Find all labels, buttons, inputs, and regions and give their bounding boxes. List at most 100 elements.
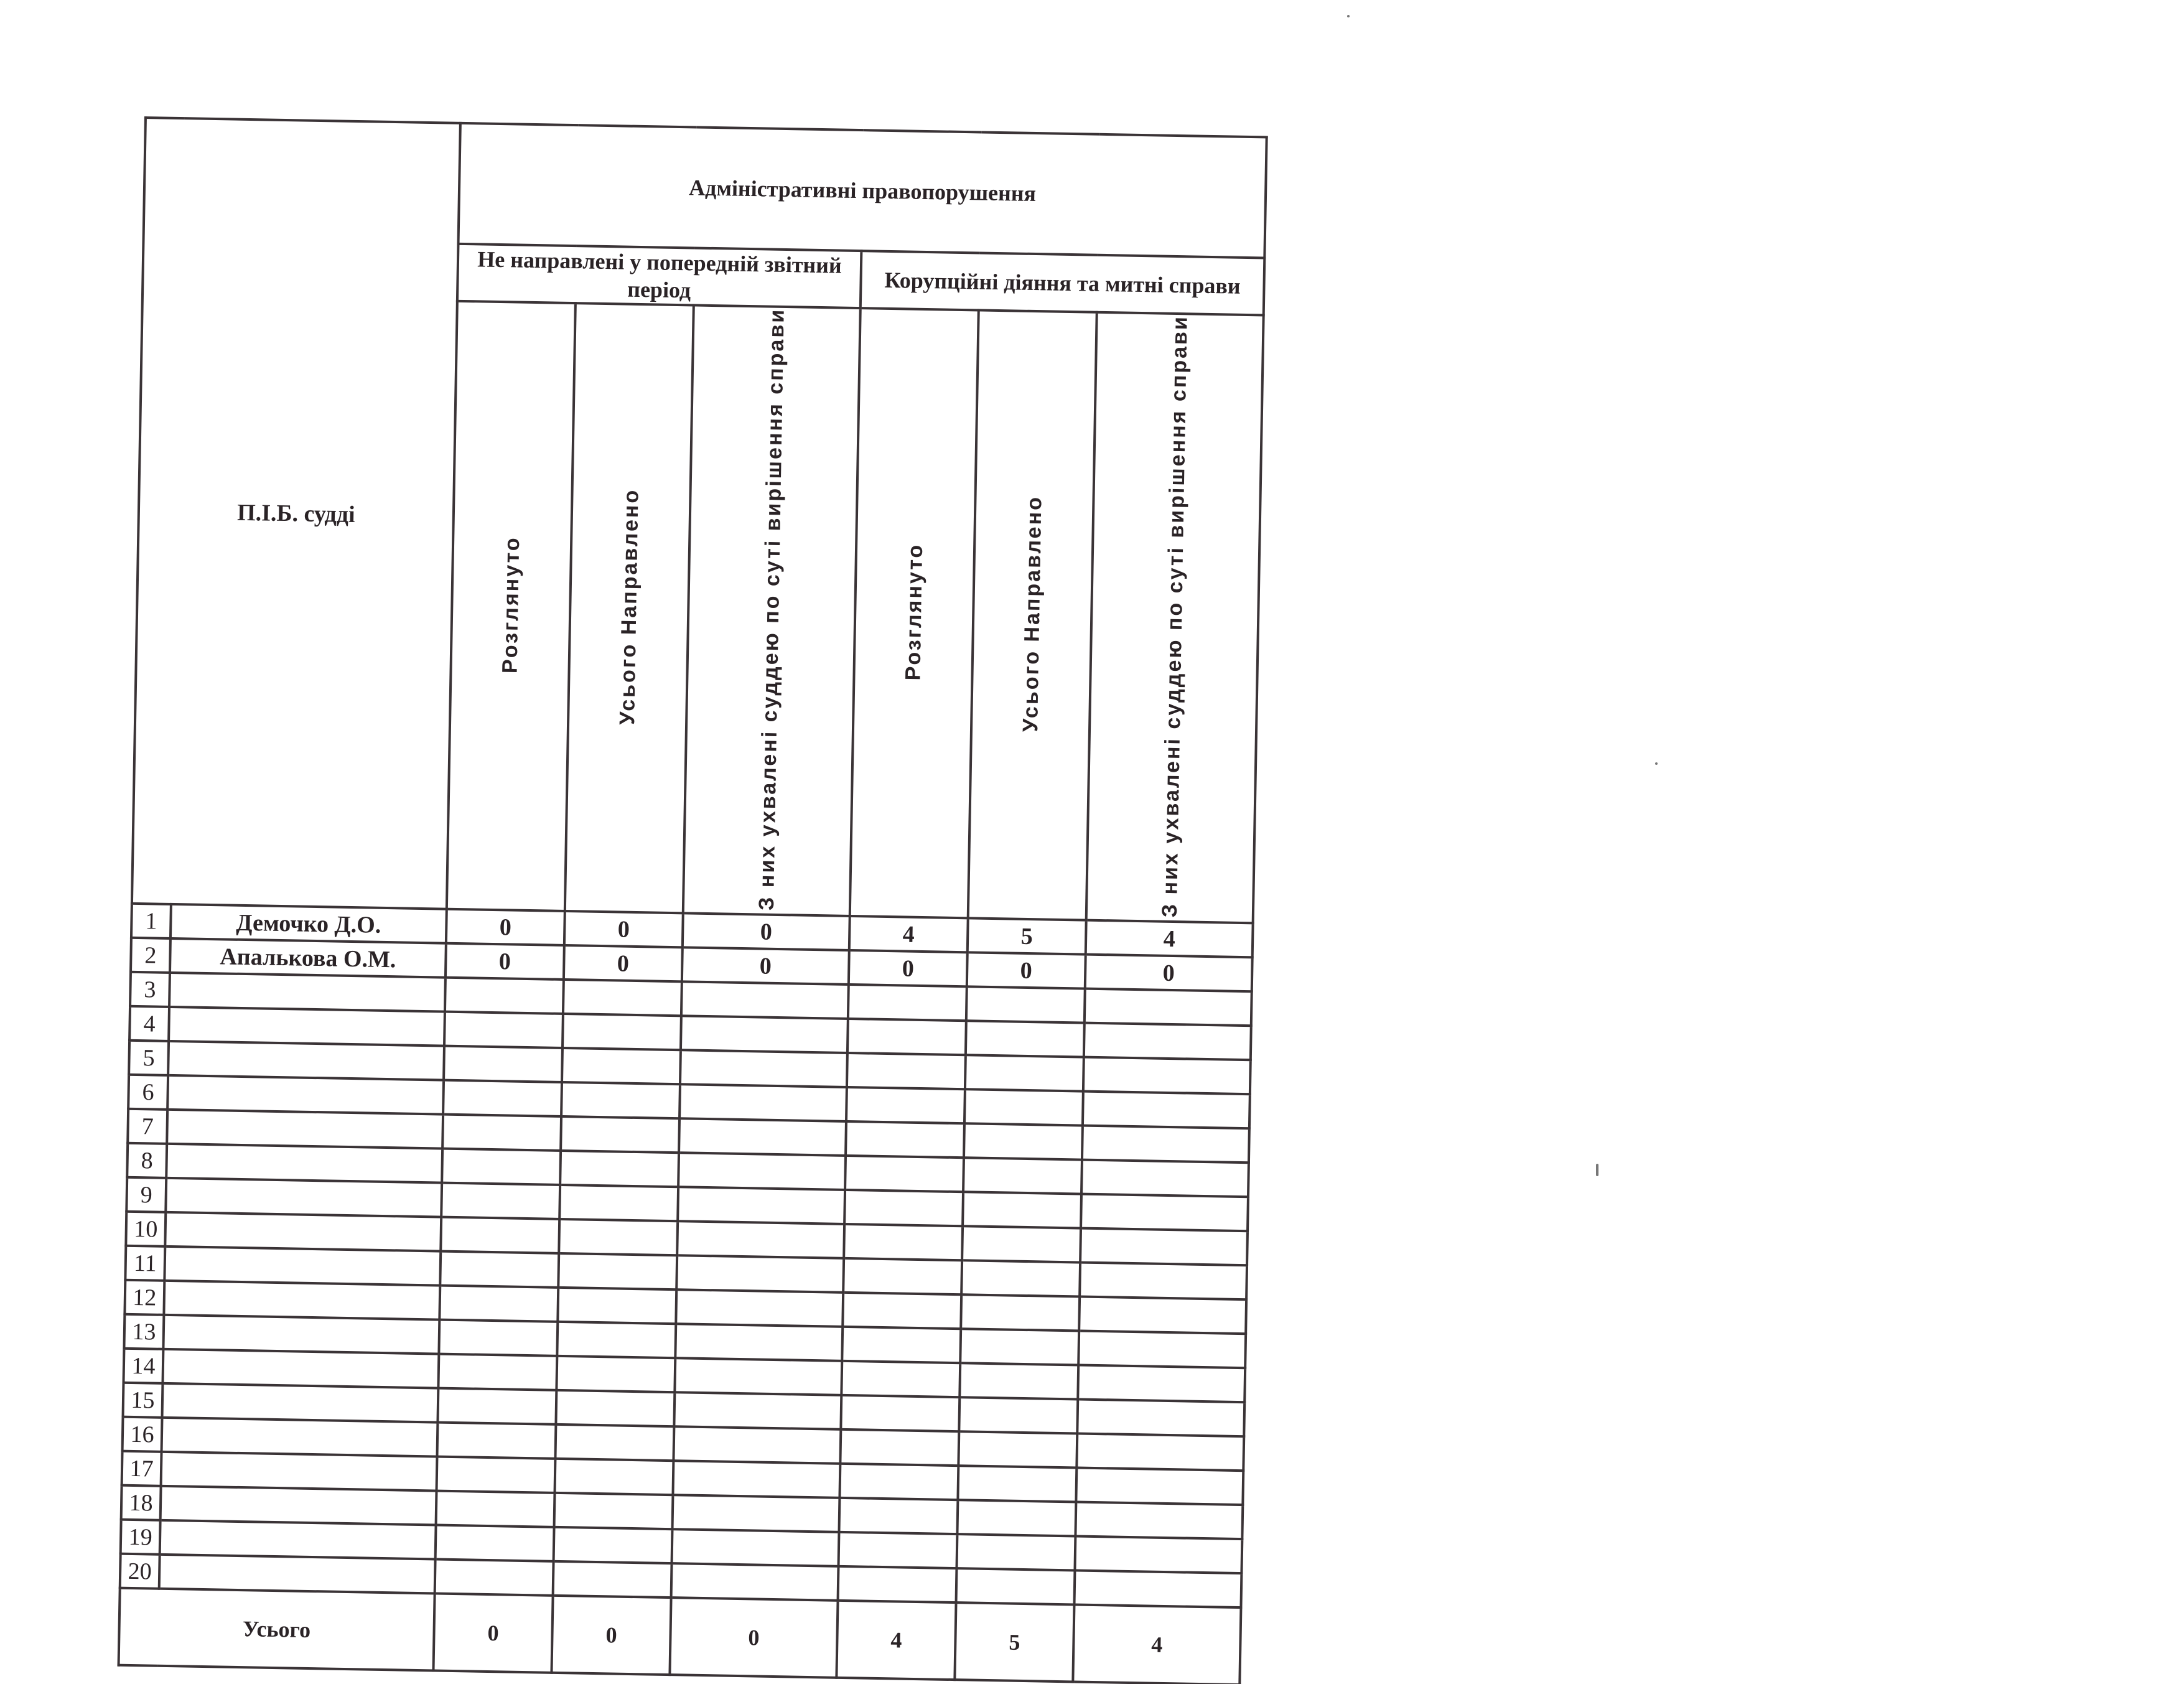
value-cell <box>678 1153 846 1190</box>
row-number: 2 <box>130 938 170 973</box>
value-cell <box>958 1466 1077 1502</box>
value-cell <box>956 1568 1075 1605</box>
scan-speck <box>1596 1164 1598 1176</box>
value-cell <box>559 1219 678 1256</box>
column-header: Усього Направлено <box>564 303 694 914</box>
value-cell <box>675 1324 843 1362</box>
value-cell: 0 <box>563 945 683 982</box>
value-cell <box>846 1087 965 1124</box>
judges-report-table: П.І.Б. судді Адміністративні правопоруше… <box>118 116 1268 1684</box>
row-number: 1 <box>131 904 171 939</box>
value-cell <box>838 1566 957 1603</box>
value-cell <box>964 1055 1084 1092</box>
value-cell <box>557 1322 676 1359</box>
value-cell <box>958 1431 1078 1468</box>
value-cell <box>1075 1502 1243 1540</box>
value-cell <box>957 1500 1076 1537</box>
value-cell <box>681 981 849 1019</box>
judge-name <box>169 1007 445 1046</box>
judge-name <box>161 1452 437 1491</box>
value-cell <box>960 1329 1080 1365</box>
report-sheet: П.І.Б. судді Адміністративні правопоруше… <box>118 116 1268 1684</box>
judge-name <box>164 1281 441 1320</box>
value-cell <box>440 1251 559 1288</box>
value-cell <box>676 1289 844 1327</box>
value-cell <box>676 1255 844 1293</box>
value-cell <box>435 1525 554 1562</box>
value-cell <box>842 1327 961 1364</box>
value-cell <box>961 1260 1081 1297</box>
row-number: 4 <box>129 1006 170 1042</box>
value-cell <box>553 1561 672 1598</box>
value-cell <box>1080 1262 1248 1300</box>
row-number: 6 <box>128 1075 169 1110</box>
judge-name: Апалькова О.М. <box>169 938 446 978</box>
value-cell <box>439 1285 559 1322</box>
value-cell <box>436 1456 556 1494</box>
row-number: 16 <box>122 1416 162 1452</box>
value-cell <box>444 977 564 1014</box>
value-cell <box>1083 1022 1251 1060</box>
value-cell <box>963 1158 1082 1194</box>
row-number: 3 <box>130 972 170 1008</box>
value-cell <box>840 1429 959 1466</box>
value-cell <box>556 1356 676 1393</box>
total-cell: 0 <box>433 1593 553 1673</box>
subgroup-header-corruption: Корупційні діяння та митні справи <box>860 251 1265 316</box>
value-cell <box>842 1293 962 1329</box>
value-cell <box>1081 1125 1249 1163</box>
value-cell <box>1082 1091 1250 1129</box>
row-number: 7 <box>128 1109 168 1144</box>
column-header: З них ухвалені суддею по суті вирішення … <box>1086 312 1264 924</box>
value-cell <box>843 1258 963 1295</box>
subgroup-header-not-sent: Не направлені у попередній звітний періо… <box>457 243 862 309</box>
row-number: 12 <box>124 1279 165 1316</box>
scan-speck <box>1655 762 1658 765</box>
value-cell <box>437 1388 557 1425</box>
value-cell <box>962 1226 1081 1263</box>
value-cell <box>672 1495 840 1533</box>
value-cell: 0 <box>966 952 1086 989</box>
value-cell <box>439 1319 558 1357</box>
value-cell <box>844 1190 964 1227</box>
value-cell <box>959 1397 1078 1434</box>
value-cell: 5 <box>967 918 1086 955</box>
judge-name <box>166 1144 443 1183</box>
value-cell <box>844 1224 963 1261</box>
value-cell <box>561 1116 680 1153</box>
value-cell <box>965 1021 1085 1057</box>
value-cell <box>555 1424 674 1461</box>
judge-name <box>169 973 446 1012</box>
value-cell <box>839 1464 959 1500</box>
value-cell <box>1084 988 1252 1026</box>
judge-name <box>162 1383 439 1423</box>
value-cell: 0 <box>445 943 564 980</box>
value-cell <box>1079 1296 1247 1334</box>
value-cell: 0 <box>682 913 850 951</box>
scan-speck <box>1347 15 1350 17</box>
value-cell <box>671 1563 839 1601</box>
total-cell: 0 <box>670 1597 838 1678</box>
value-cell <box>562 980 682 1016</box>
value-cell <box>441 1182 561 1220</box>
value-cell <box>966 986 1085 1023</box>
row-number: 9 <box>126 1177 167 1213</box>
value-cell <box>678 1187 846 1225</box>
value-cell <box>679 1050 847 1088</box>
judge-name <box>164 1247 441 1286</box>
judge-name <box>166 1178 442 1217</box>
value-cell <box>1078 1331 1246 1368</box>
total-label: Усього <box>118 1588 435 1671</box>
value-cell <box>674 1392 842 1430</box>
judge-name <box>167 1110 444 1149</box>
value-cell <box>846 1121 964 1158</box>
value-cell <box>434 1559 554 1596</box>
value-cell <box>1081 1159 1249 1197</box>
value-cell <box>442 1148 561 1186</box>
value-cell <box>1081 1194 1248 1232</box>
value-cell <box>959 1363 1079 1400</box>
value-cell <box>444 1045 562 1083</box>
value-cell <box>846 1053 966 1090</box>
value-cell <box>561 1082 680 1119</box>
value-cell <box>839 1498 958 1535</box>
